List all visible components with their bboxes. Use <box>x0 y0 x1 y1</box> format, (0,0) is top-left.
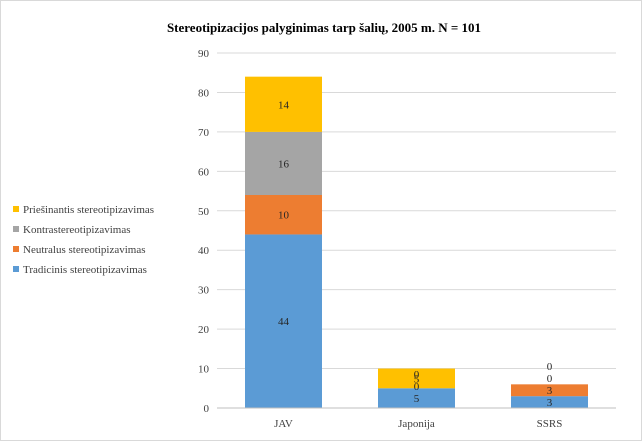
bar-segment <box>378 368 455 389</box>
legend-label: Neutralus stereotipizavimas <box>23 244 146 256</box>
bar-segment <box>245 234 322 408</box>
data-label: 0 <box>414 381 420 393</box>
y-tick-label: 10 <box>198 364 210 376</box>
y-tick-label: 70 <box>198 127 210 139</box>
y-tick-label: 20 <box>198 324 210 336</box>
data-label: 3 <box>547 385 553 397</box>
y-tick-label: 50 <box>198 206 210 218</box>
bar-segment <box>511 384 588 397</box>
x-tick-label: Japonija <box>398 418 435 430</box>
legend-label: Tradicinis stereotipizavimas <box>23 264 147 276</box>
y-tick-label: 60 <box>198 166 210 178</box>
y-tick-label: 80 <box>198 87 210 99</box>
bar-segment <box>378 388 455 408</box>
chart-title: Stereotipizacijos palyginimas tarp šalių… <box>167 20 481 35</box>
data-label: 0 <box>547 373 553 385</box>
bars <box>245 76 588 408</box>
bar-segment <box>245 131 322 195</box>
x-tick-label: JAV <box>274 418 293 430</box>
data-label: 0 <box>547 361 553 373</box>
legend-swatch <box>13 266 19 272</box>
bar-segment <box>511 396 588 408</box>
x-tick-label: SSRS <box>537 418 563 430</box>
y-tick-label: 30 <box>198 285 210 297</box>
legend-swatch <box>13 226 19 232</box>
legend-label: Kontrastereotipizavimas <box>23 224 131 236</box>
legend-swatch <box>13 206 19 212</box>
data-label: 16 <box>278 158 290 170</box>
data-label: 10 <box>278 210 290 222</box>
data-label: 5 <box>414 393 420 405</box>
y-tick-label: 40 <box>198 245 210 257</box>
bar-segment <box>245 195 322 235</box>
y-tick-label: 90 <box>198 48 210 60</box>
legend-swatch <box>13 246 19 252</box>
legend: Priešinantis stereotipizavimas Kontraster… <box>13 204 154 276</box>
y-tick-label: 0 <box>204 403 210 415</box>
data-label: 0 <box>414 369 420 381</box>
data-label: 5 <box>414 373 420 385</box>
bar-segment <box>245 76 322 132</box>
legend-label: Priešinantis stereotipizavimas <box>23 204 154 216</box>
data-label: 44 <box>278 316 290 328</box>
data-label: 14 <box>278 99 290 111</box>
data-label: 3 <box>547 397 553 409</box>
